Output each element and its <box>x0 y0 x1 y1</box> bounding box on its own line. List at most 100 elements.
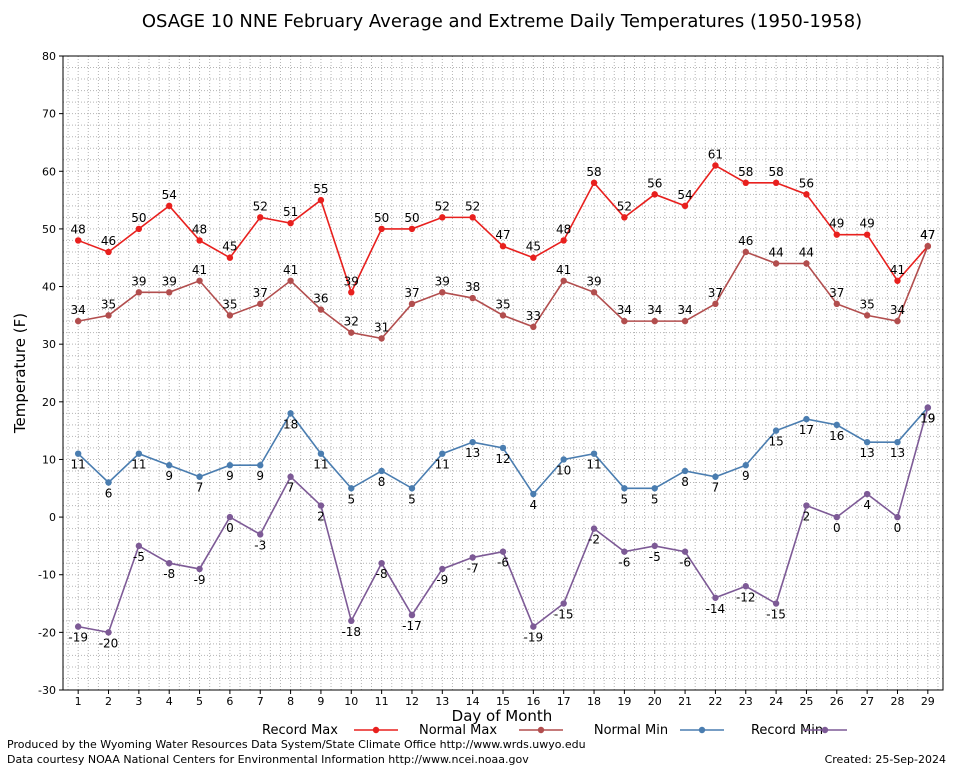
data-point <box>348 617 355 625</box>
data-point <box>560 237 567 244</box>
data-label: 11 <box>313 458 328 472</box>
data-point <box>257 531 264 538</box>
data-label: 52 <box>253 199 268 213</box>
data-point <box>924 243 932 250</box>
data-label: -15 <box>554 608 574 622</box>
data-point <box>287 277 294 284</box>
legend-marker <box>372 726 380 734</box>
x-tick-label: 29 <box>921 695 935 708</box>
data-point <box>166 202 173 210</box>
data-point <box>105 248 112 256</box>
data-point <box>651 317 658 325</box>
data-point <box>226 254 234 261</box>
x-tick-label: 18 <box>587 695 601 708</box>
x-tick-label: 28 <box>890 695 904 708</box>
data-point <box>742 179 749 186</box>
x-tick-label: 23 <box>739 695 753 708</box>
x-tick-label: 27 <box>860 695 874 708</box>
data-point <box>803 191 810 198</box>
data-point <box>196 473 203 480</box>
data-point <box>408 300 416 308</box>
data-label: 47 <box>495 228 510 242</box>
data-point <box>439 450 446 457</box>
data-point <box>863 438 871 446</box>
x-tick-label: 22 <box>708 695 722 708</box>
data-label: 13 <box>465 446 480 460</box>
data-point <box>560 600 567 607</box>
x-tick-label: 24 <box>769 695 783 708</box>
data-label: -3 <box>254 538 266 552</box>
data-label: -9 <box>194 573 206 587</box>
x-tick-label: 3 <box>135 695 142 708</box>
legend-marker <box>537 726 545 734</box>
data-point <box>166 462 173 469</box>
data-label: 49 <box>829 217 844 231</box>
data-point <box>742 248 749 256</box>
plot-frame <box>62 55 944 691</box>
data-label: 19 <box>920 412 935 426</box>
series-record-max: 48 46 50 54 48 45 52 51 55 39 50 50 52 52 47 45 48 58 52 56… <box>71 148 935 296</box>
data-label: 54 <box>677 188 692 202</box>
data-label: 5 <box>651 492 659 506</box>
data-point <box>894 317 901 325</box>
data-label: 7 <box>196 481 204 495</box>
data-label: 13 <box>890 446 905 460</box>
data-label: 41 <box>192 263 207 277</box>
data-label: 41 <box>890 263 905 277</box>
data-point <box>833 513 840 521</box>
data-point <box>621 485 628 492</box>
data-point <box>166 560 173 567</box>
data-label: 4 <box>530 498 538 512</box>
data-label: 8 <box>378 475 386 489</box>
data-label: -9 <box>436 573 448 587</box>
data-point <box>530 323 537 331</box>
x-tick-label: 14 <box>466 695 480 708</box>
data-label: 13 <box>859 446 874 460</box>
data-label: 0 <box>894 521 902 535</box>
data-label: 54 <box>162 188 177 202</box>
data-label: 10 <box>556 463 571 477</box>
data-point <box>560 277 567 284</box>
data-point <box>196 565 203 573</box>
y-tick-label: 80 <box>42 50 56 63</box>
data-point <box>530 490 537 498</box>
data-label: -12 <box>736 590 756 604</box>
x-tick-label: 12 <box>405 695 419 708</box>
x-tick-label: 21 <box>678 695 692 708</box>
data-point <box>833 300 840 308</box>
data-point <box>469 554 476 561</box>
data-point <box>499 548 507 555</box>
data-point <box>651 542 658 550</box>
data-label: 61 <box>708 148 723 162</box>
x-tick-label: 5 <box>196 695 203 708</box>
y-tick-label: 50 <box>42 223 56 236</box>
data-point <box>105 629 112 636</box>
data-label: 36 <box>313 292 328 306</box>
y-tick-label: 40 <box>42 281 56 294</box>
data-label: -18 <box>341 625 361 639</box>
data-label: 48 <box>556 222 571 236</box>
data-label: 41 <box>556 263 571 277</box>
x-tick-label: 7 <box>257 695 264 708</box>
y-tick-label: 10 <box>42 453 56 466</box>
x-tick-label: 8 <box>287 695 294 708</box>
data-point <box>439 289 446 296</box>
data-point <box>863 490 871 498</box>
data-point <box>590 525 598 532</box>
data-point <box>833 231 840 238</box>
data-point <box>439 565 446 573</box>
data-label: -6 <box>679 556 691 570</box>
y-tick-label: 20 <box>42 396 56 409</box>
data-point <box>651 485 658 492</box>
data-label: -2 <box>588 533 600 547</box>
data-label: 58 <box>738 165 753 179</box>
data-label: 5 <box>408 492 416 506</box>
data-point <box>590 450 598 457</box>
chart-title: OSAGE 10 NNE February Average and Extrem… <box>142 11 862 32</box>
data-point <box>621 317 628 325</box>
data-label: 39 <box>344 274 359 288</box>
data-point <box>287 219 294 227</box>
data-point <box>712 300 719 308</box>
